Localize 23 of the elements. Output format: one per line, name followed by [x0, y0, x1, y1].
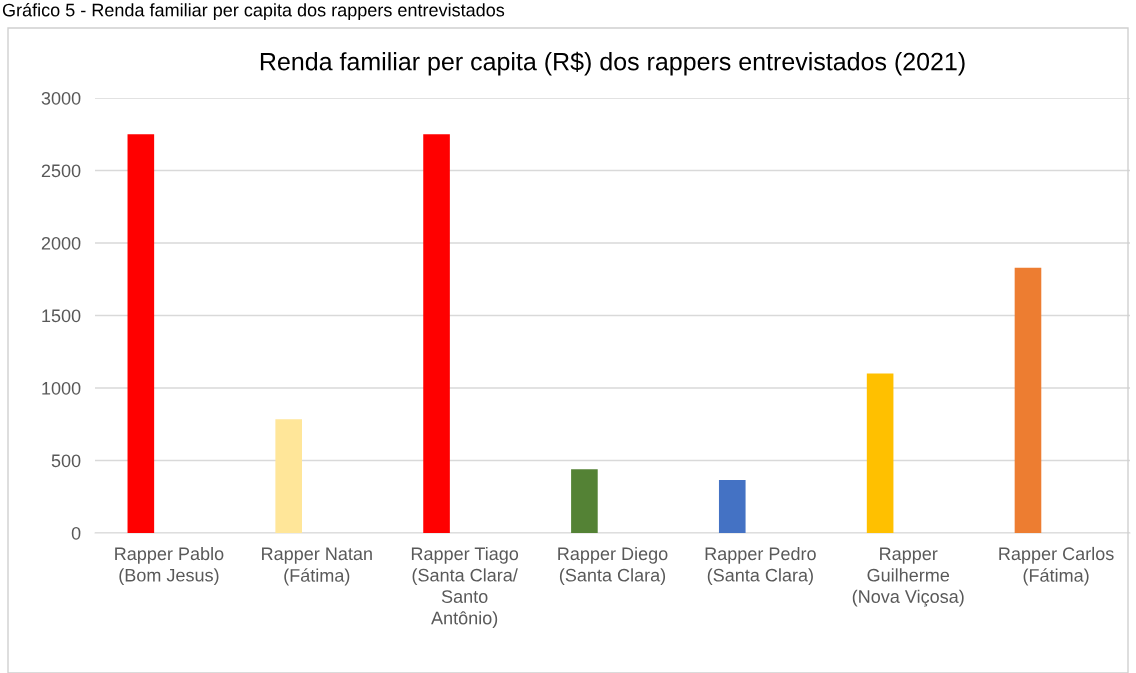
bar: [571, 469, 598, 533]
bar: [1014, 267, 1042, 533]
y-tick-label: 1500: [42, 309, 81, 323]
y-tick-label: 500: [51, 454, 81, 468]
chart-title: Renda familiar per capita (R$) dos rappers entrevistados (2021): [260, 51, 965, 76]
x-tick-label: Rapper Pablo (Bom Jesus): [115, 546, 224, 586]
y-tick-label: 3000: [41, 91, 81, 105]
bar: [866, 373, 894, 533]
x-tick-label: Rapper Pedro (Santa Clara): [705, 546, 816, 586]
x-tick-label: Rapper Guilherme (Nova Viçosa): [852, 547, 964, 607]
y-tick-label: 2000: [41, 236, 81, 250]
bar: [275, 419, 302, 533]
x-tick-label: Rapper Diego (Santa Clara): [558, 546, 668, 586]
bar: [127, 134, 155, 533]
text: Gráfico 5 - Renda familiar per capita dos rappers entrevistados: [2, 3, 505, 21]
y-tick-label: 0: [71, 526, 81, 540]
y-tick-label: 1000: [42, 381, 81, 395]
bar: [423, 134, 450, 533]
bar: [718, 480, 746, 533]
x-tick-label: Rapper Carlos (Fátima): [999, 546, 1114, 586]
x-tick-label: Rapper Tiago (Santa Clara/ Santo Antônio): [411, 546, 519, 629]
y-tick-label: 2500: [41, 164, 81, 178]
x-tick-label: Rapper Natan (Fátima): [262, 547, 372, 586]
